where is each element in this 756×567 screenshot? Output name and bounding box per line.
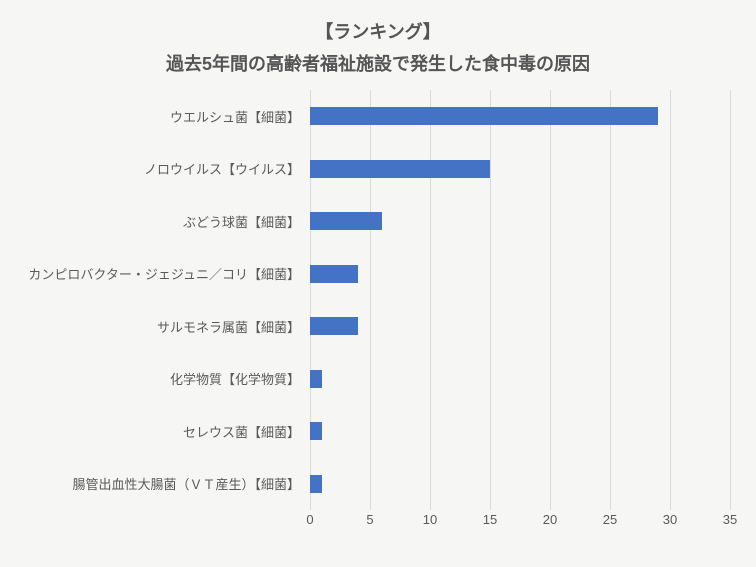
y-axis-category-label: ウエルシュ菌【細菌】 [10,90,300,143]
x-axis-tick-label: 5 [366,512,373,527]
bar [310,317,358,335]
bar [310,370,322,388]
bar-row: ぶどう球菌【細菌】 [310,195,730,248]
bar-row: ウエルシュ菌【細菌】 [310,90,730,143]
bar [310,212,382,230]
y-axis-category-label: 化学物質【化学物質】 [10,353,300,406]
chart-titles: 【ランキング】 過去5年間の高齢者福祉施設で発生した食中毒の原因 [0,0,756,76]
x-axis-tick-label: 0 [306,512,313,527]
y-axis-category-label: カンピロバクター・ジェジュニ／コリ【細菌】 [10,248,300,301]
bar-row: サルモネラ属菌【細菌】 [310,300,730,353]
bar [310,160,490,178]
x-axis-tick-label: 35 [723,512,737,527]
bar-row: セレウス菌【細菌】 [310,405,730,458]
y-axis-category-label: セレウス菌【細菌】 [10,405,300,458]
y-axis-category-label: ノロウイルス【ウイルス】 [10,143,300,196]
gridline [730,90,731,510]
bar-row: カンピロバクター・ジェジュニ／コリ【細菌】 [310,248,730,301]
x-axis-tick-label: 10 [423,512,437,527]
bar-row: ノロウイルス【ウイルス】 [310,143,730,196]
bar [310,265,358,283]
y-axis-category-label: サルモネラ属菌【細菌】 [10,300,300,353]
bar [310,475,322,493]
bar-row: 化学物質【化学物質】 [310,353,730,406]
title-line-2: 過去5年間の高齢者福祉施設で発生した食中毒の原因 [0,50,756,76]
x-axis-tick-label: 25 [603,512,617,527]
bar [310,107,658,125]
plot-area: 05101520253035ウエルシュ菌【細菌】ノロウイルス【ウイルス】ぶどう球… [310,90,730,510]
x-axis-tick-label: 30 [663,512,677,527]
y-axis-category-label: 腸管出血性大腸菌（ＶＴ産生）【細菌】 [10,458,300,511]
x-axis-tick-label: 15 [483,512,497,527]
y-axis-category-label: ぶどう球菌【細菌】 [10,195,300,248]
x-axis-tick-label: 20 [543,512,557,527]
bar-row: 腸管出血性大腸菌（ＶＴ産生）【細菌】 [310,458,730,511]
title-line-1: 【ランキング】 [0,18,756,44]
chart-container: 【ランキング】 過去5年間の高齢者福祉施設で発生した食中毒の原因 0510152… [0,0,756,567]
bar [310,422,322,440]
